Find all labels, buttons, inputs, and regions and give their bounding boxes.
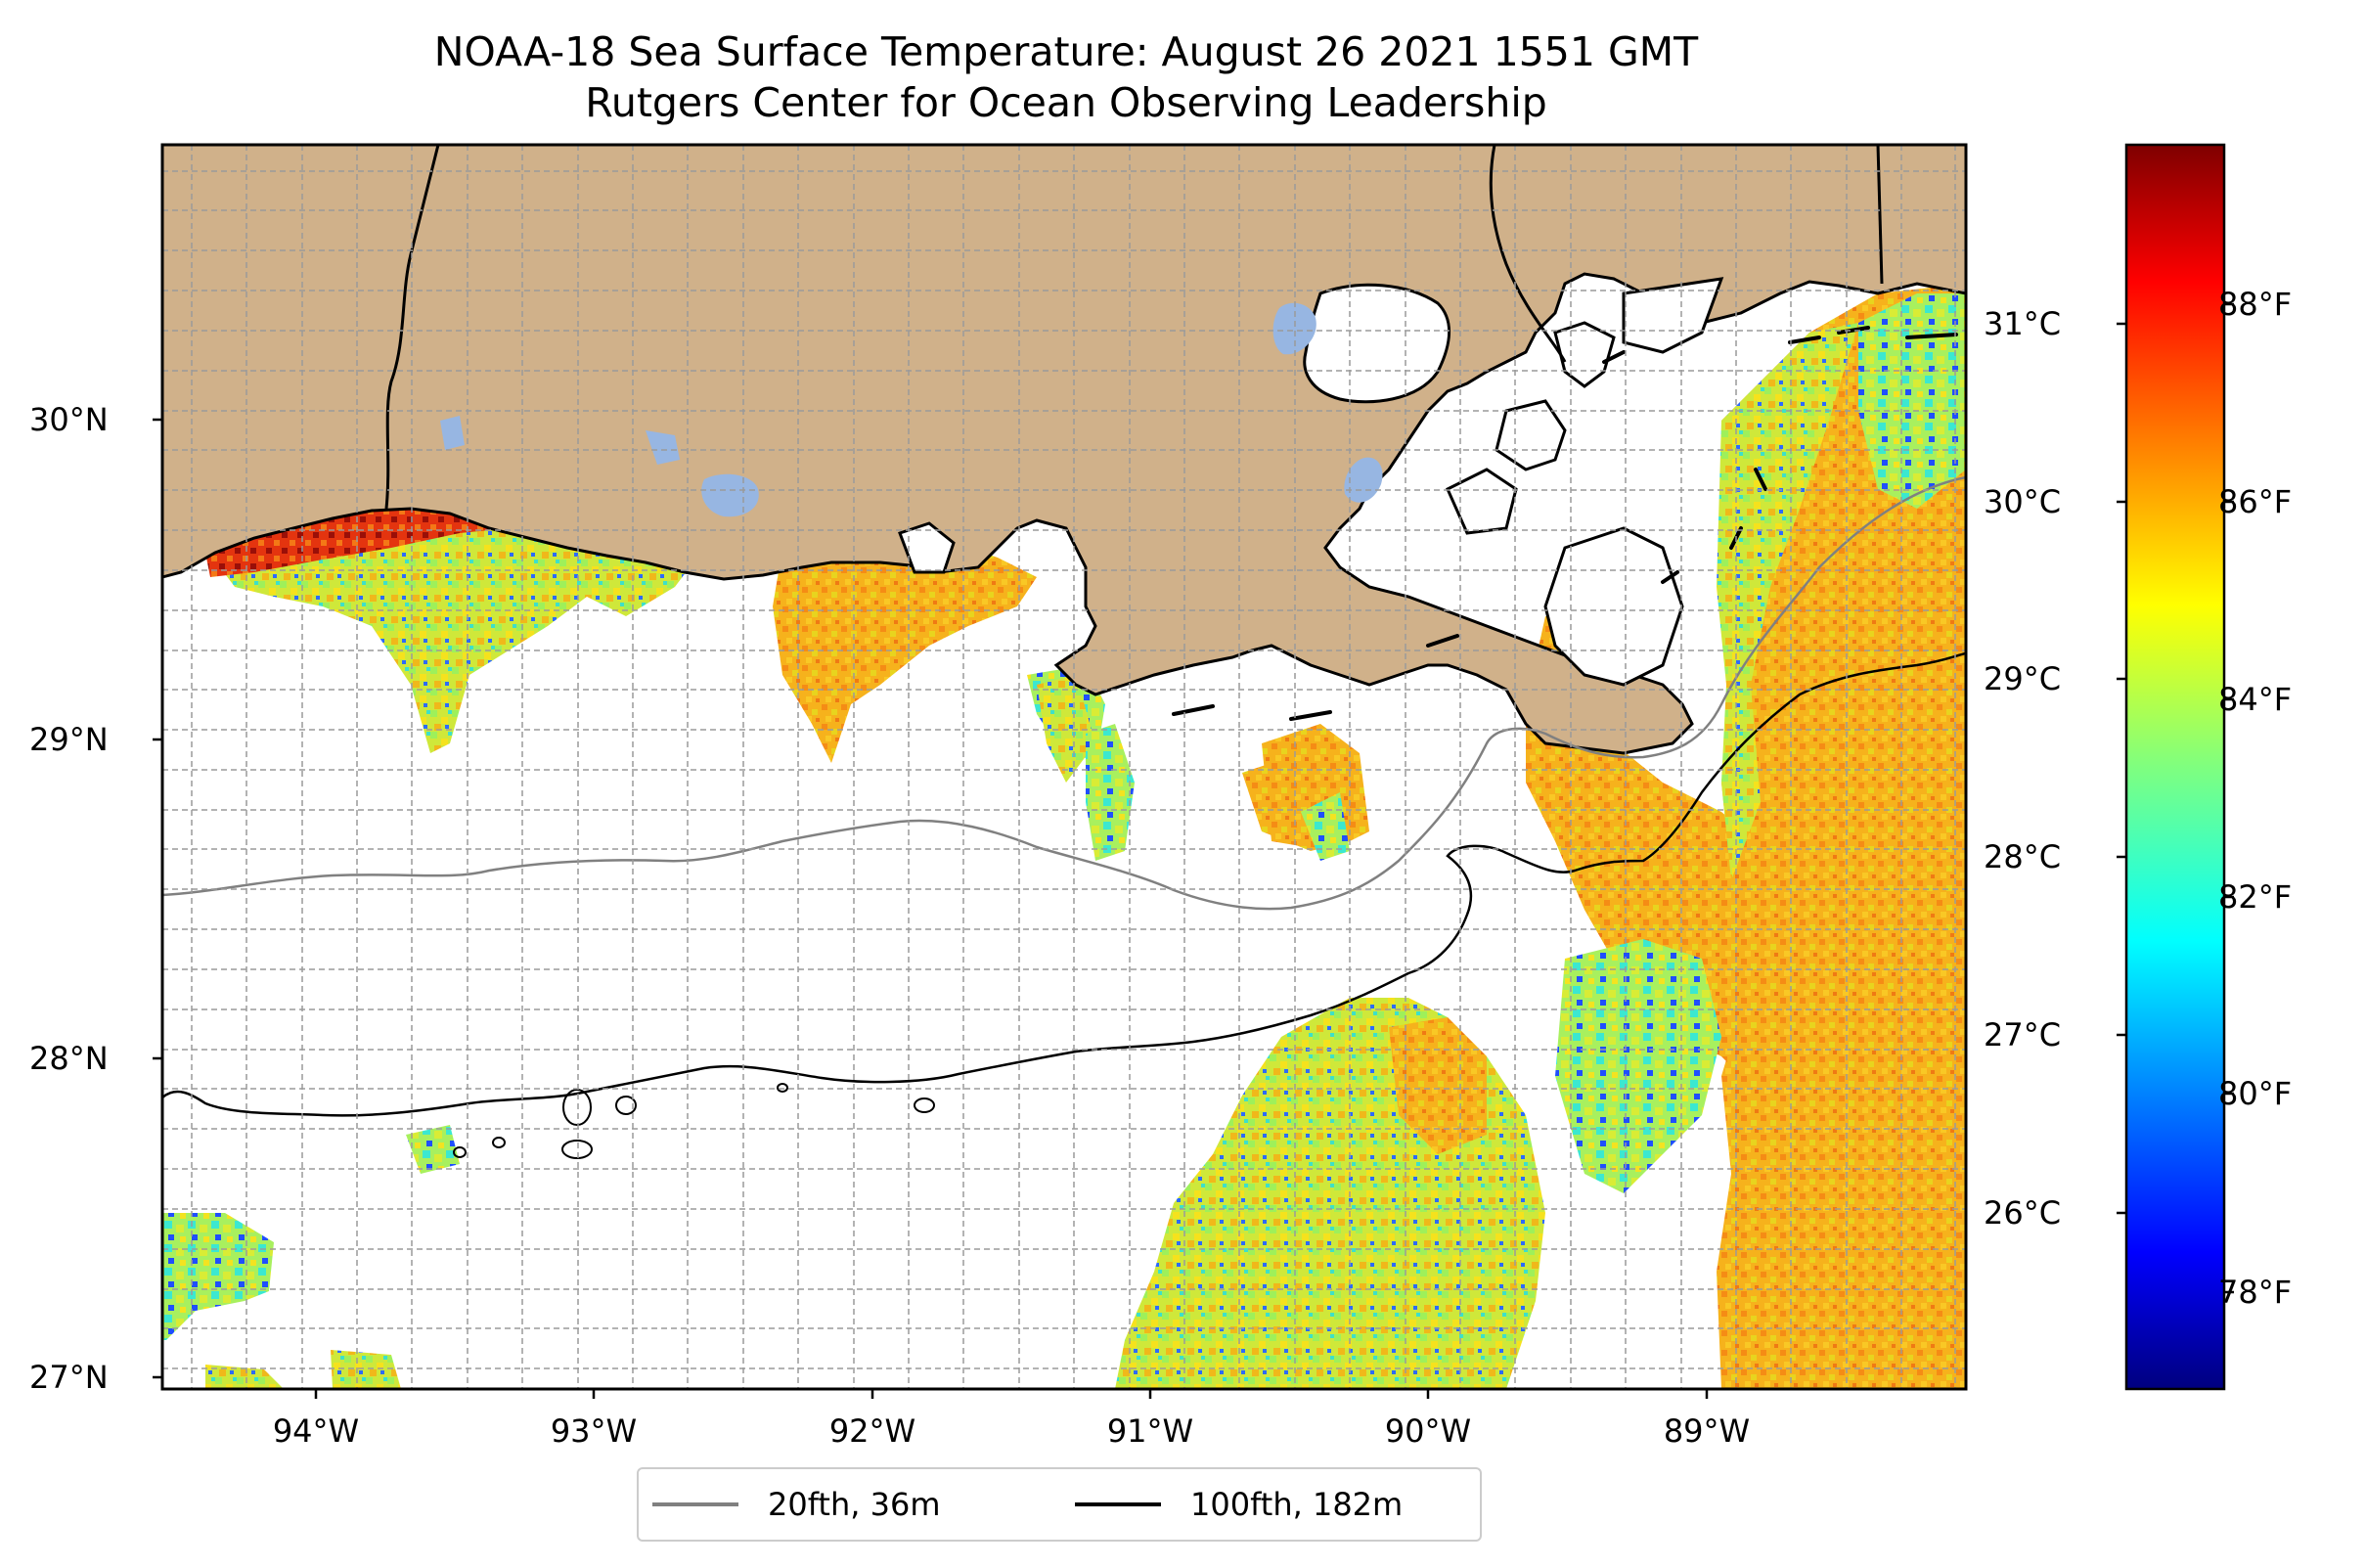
colorbar-fahrenheit-label: 86°F — [2218, 483, 2293, 520]
colorbar-fahrenheit-label: 84°F — [2218, 681, 2293, 718]
lon-tick-label: 93°W — [550, 1412, 638, 1450]
legend-swatch — [1075, 1502, 1161, 1506]
title-line-1: NOAA-18 Sea Surface Temperature: August … — [433, 28, 1699, 75]
lon-tick-label: 90°W — [1384, 1412, 1472, 1450]
contour-20fth — [162, 475, 1966, 911]
lat-tick-label: 30°N — [29, 401, 109, 438]
colorbar-ticks — [2117, 302, 2234, 1294]
map-frame — [160, 143, 1968, 1391]
legend-label: 20fth, 36m — [768, 1486, 941, 1523]
colorbar-celsius-label: 26°C — [1984, 1194, 2062, 1232]
colorbar-fahrenheit-label: 82°F — [2218, 878, 2293, 916]
gridlines — [162, 145, 1966, 1389]
lon-tick-label: 94°W — [272, 1412, 360, 1450]
legend: 20fth, 36m 100fth, 182m — [637, 1467, 1482, 1542]
colorbar-celsius-label: 27°C — [1984, 1016, 2062, 1053]
colorbar-fahrenheit-label: 88°F — [2218, 286, 2293, 323]
colorbar — [2124, 143, 2226, 1391]
map-area — [162, 145, 1966, 1389]
legend-label: 100fth, 182m — [1190, 1486, 1404, 1523]
legend-swatch — [652, 1502, 738, 1506]
colorbar-fahrenheit-label: 78°F — [2218, 1274, 2293, 1311]
colorbar-celsius-label: 31°C — [1984, 305, 2062, 342]
axis-ticks — [153, 418, 1709, 1399]
colorbar-celsius-label: 30°C — [1984, 483, 2062, 520]
colorbar-fahrenheit-label: 80°F — [2218, 1075, 2293, 1112]
lon-tick-label: 89°W — [1663, 1412, 1751, 1450]
sst-data-layer — [162, 284, 1966, 1389]
colorbar-celsius-label: 29°C — [1984, 660, 2062, 697]
lat-tick-label: 28°N — [29, 1040, 109, 1077]
lon-tick-label: 92°W — [828, 1412, 916, 1450]
lat-tick-label: 27°N — [29, 1359, 109, 1396]
lon-tick-label: 91°W — [1106, 1412, 1194, 1450]
title-line-2: Rutgers Center for Ocean Observing Leade… — [585, 79, 1547, 126]
colorbar-celsius-label: 28°C — [1984, 838, 2062, 875]
lat-tick-label: 29°N — [29, 721, 109, 758]
